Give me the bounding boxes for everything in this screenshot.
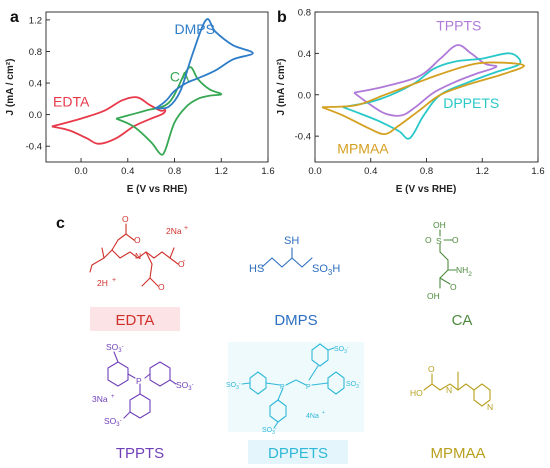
series-label-dmps: DMPS — [175, 21, 215, 37]
x-tick-label: 0.0 — [308, 166, 321, 177]
curves-group: TPPTS DPPETS MPMAA — [321, 18, 525, 157]
dppets-name-highlight — [248, 440, 348, 464]
edta-name: EDTA — [116, 312, 155, 329]
series-label-mpmaa: MPMAA — [337, 141, 389, 157]
charge-plus: + — [111, 394, 115, 400]
charge-plus: + — [322, 410, 325, 416]
dppets-highlight — [228, 342, 364, 432]
atom-p: P — [306, 384, 311, 391]
mpmaa-structure: O HO N N MPMAA — [410, 364, 493, 462]
x-tick-label: 0.8 — [168, 166, 181, 177]
y-tick-label: -0.4 — [295, 132, 311, 143]
series-label-tppts: TPPTS — [436, 18, 481, 34]
counter-ion: 4Na — [306, 413, 319, 420]
x-tick-label: 1.2 — [215, 166, 228, 177]
x-tick-label: 1.6 — [261, 166, 274, 177]
panel-label-b: b — [277, 9, 287, 26]
series-line-edta — [51, 96, 167, 145]
sulfonate-group: SO3H — [312, 263, 340, 277]
amine-group: NH2 — [456, 265, 472, 278]
x-tick-label: 0.8 — [420, 166, 433, 177]
sulfonate-group: SO3- — [334, 345, 349, 355]
x-axis-label: E (V vs RHE) — [127, 184, 188, 195]
tppts-name: TPPTS — [116, 445, 164, 462]
plot-frame — [314, 11, 539, 163]
atom-o: O — [450, 282, 457, 292]
charge-plus: + — [184, 225, 188, 232]
y-tick-label: 0.0 — [298, 90, 311, 101]
sulfonate-group: SO3- — [106, 342, 124, 354]
y-tick-label: 1.2 — [29, 15, 42, 26]
edta-structure: O O N O - O 2Na + 2H + EDTA — [89, 214, 188, 331]
hydroxyl: OH — [427, 291, 440, 301]
structures-panel-c: c O O N O - O 2Na + 2H + EDTA — [56, 214, 493, 464]
thiol-group: HS — [249, 263, 264, 275]
edta-name-highlight — [90, 307, 180, 331]
x-tick-label: 1.6 — [531, 166, 544, 177]
y-tick-label: -0.4 — [26, 142, 42, 153]
y-axis-label: J (mA / cm²) — [276, 59, 287, 116]
atom-o: O — [178, 259, 185, 269]
sulfonate-group: SO3- — [226, 381, 241, 391]
x-tick-label: 1.2 — [476, 166, 489, 177]
counter-ion-h: 2H — [97, 278, 108, 288]
counter-ion: 2Na — [166, 226, 182, 236]
atom-n: N — [446, 385, 452, 395]
tppts-structure: P SO3- SO3- SO3- 3Na + TPPTS — [92, 342, 194, 462]
ca-name: CA — [452, 312, 473, 329]
ca-structure: OH S O O NH2 OH O CA — [425, 220, 472, 329]
tick-group: 0.0 0.4 0.8 1.2 1.6 -0.4 0.0 0.4 0.8 1.2 — [26, 15, 275, 177]
series-line-mpmaa — [321, 61, 525, 136]
series-line-dmps — [154, 18, 254, 110]
thiol-group: SH — [284, 235, 299, 247]
atom-o: O — [452, 235, 459, 245]
tick-group: 0.0 0.4 0.8 1.2 1.6 -0.4 0.0 0.4 0.8 — [295, 8, 545, 178]
sulfonate-group: SO3- — [262, 426, 277, 436]
hydroxyl: HO — [410, 388, 423, 398]
dmps-structure: SH HS SO3H DMPS — [249, 235, 340, 329]
x-tick-label: 0.0 — [74, 166, 87, 177]
counter-ion: 3Na — [92, 394, 108, 404]
plot-frame — [45, 11, 269, 163]
atom-o: O — [158, 282, 165, 292]
charge-minus: - — [183, 258, 186, 265]
atom-o: O — [425, 235, 432, 245]
x-axis-label: E (V vs RHE) — [396, 184, 457, 195]
pyridine-n: N — [487, 402, 493, 412]
atom-p: P — [280, 384, 285, 391]
sulfonate-group: SO3- — [176, 380, 194, 392]
atom-o: O — [428, 364, 435, 374]
sulfonate-group: SO3- — [104, 416, 122, 428]
hydroxyl: OH — [433, 220, 446, 230]
dppets-name: DPPETS — [268, 445, 328, 462]
atom-o: O — [122, 214, 129, 224]
y-axis-label: J (mA / cm²) — [5, 59, 16, 116]
series-line-tppts — [353, 44, 498, 117]
y-tick-label: 0.4 — [29, 79, 42, 90]
panel-label-c: c — [56, 215, 65, 232]
x-tick-label: 0.4 — [364, 166, 377, 177]
panel-label-a: a — [10, 9, 19, 26]
y-tick-label: 0.8 — [298, 8, 311, 19]
atom-p: P — [136, 376, 142, 386]
dmps-name: DMPS — [274, 312, 317, 329]
series-line-ca — [115, 66, 223, 156]
y-tick-label: 0.0 — [29, 110, 42, 121]
dppets-structure: P P SO3- SO3- SO3- SO3- 4Na + DPPETS — [226, 342, 364, 464]
series-label-dppets: DPPETS — [443, 95, 499, 111]
x-tick-label: 0.4 — [121, 166, 134, 177]
series-label-edta: EDTA — [53, 94, 90, 110]
y-tick-label: 0.8 — [29, 47, 42, 58]
chart-panel-b: b 0.0 0.4 0.8 1.2 1.6 -0.4 0.0 0.4 0.8 TPPTS DPPE… — [276, 8, 545, 196]
atom-o: O — [134, 235, 141, 245]
series-line-dppets — [342, 52, 522, 140]
atom-n: N — [135, 251, 141, 261]
mpmaa-name: MPMAA — [430, 445, 485, 462]
atom-s: S — [436, 236, 442, 246]
charge-plus: + — [112, 277, 116, 284]
sulfonate-group: SO3- — [346, 380, 361, 390]
chart-panel-a: a 0.0 0.4 0.8 1.2 1.6 -0.4 0.0 0.4 0.8 1.2 EDTACA… — [5, 9, 275, 195]
y-tick-label: 0.4 — [298, 49, 311, 60]
